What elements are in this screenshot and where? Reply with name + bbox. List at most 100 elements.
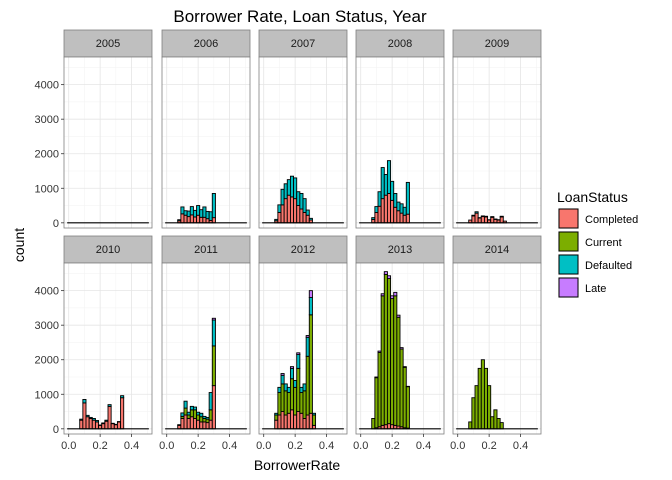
bar-completed <box>280 411 285 430</box>
y-tick-label: 1000 <box>35 389 59 401</box>
facet-2007: 2007 <box>258 29 348 229</box>
x-tick-label: 0.2 <box>92 440 107 452</box>
bar-late <box>396 314 401 318</box>
bar-defaulted <box>396 201 401 212</box>
bar-completed <box>199 216 204 224</box>
bar-completed <box>286 412 291 430</box>
legend-label: Completed <box>585 214 638 226</box>
x-tick-label: 0.4 <box>416 440 431 452</box>
legend-label: Defaulted <box>585 260 632 272</box>
bar-completed <box>480 216 485 224</box>
facet-strip-label: 2008 <box>388 38 412 50</box>
bar-defaulted <box>183 210 188 216</box>
bar-completed <box>474 212 479 224</box>
x-tick-label: 0.4 <box>124 440 139 452</box>
bar-defaulted <box>283 383 288 392</box>
bar-current <box>283 390 288 416</box>
bar-defaulted <box>199 209 204 218</box>
bar-defaulted <box>274 218 279 222</box>
x-tick-label: 0.0 <box>159 440 174 452</box>
bar-defaulted <box>311 412 317 416</box>
bar-completed <box>380 198 385 224</box>
bar-completed <box>113 424 118 430</box>
bar-completed <box>283 414 288 430</box>
bar-completed <box>293 414 298 430</box>
bar-completed <box>79 419 84 430</box>
y-tick-label: 2000 <box>35 355 59 367</box>
bar-late <box>377 350 382 353</box>
bar-defaulted <box>101 422 106 425</box>
panel-border <box>161 56 251 229</box>
bar-current <box>308 314 313 414</box>
facet-strip <box>63 29 153 58</box>
bar-completed <box>82 402 87 430</box>
bar-late <box>399 347 404 350</box>
bar-defaulted <box>399 203 404 214</box>
bar-completed <box>405 213 410 224</box>
x-tick-label: 0.0 <box>256 440 271 452</box>
bar-completed <box>189 416 194 430</box>
bar-completed <box>196 419 201 430</box>
bar-current <box>377 352 382 428</box>
facet-strip <box>161 29 251 58</box>
bar-defaulted <box>208 392 213 411</box>
bar-completed <box>91 419 96 430</box>
bar-late <box>289 366 295 369</box>
bar-completed <box>289 196 295 224</box>
bar-completed <box>196 214 201 224</box>
panel-background <box>64 57 152 228</box>
bar-completed <box>393 206 398 224</box>
panel-border <box>452 262 542 435</box>
bar-completed <box>383 194 388 224</box>
panel-border <box>63 262 153 435</box>
bar-defaulted <box>196 411 201 416</box>
bar-defaulted <box>208 211 213 221</box>
bar-completed <box>208 419 213 430</box>
bar-completed <box>186 418 191 430</box>
bar-completed <box>205 422 210 430</box>
bar-completed <box>490 216 495 224</box>
bar-completed <box>183 414 188 430</box>
bar-defaulted <box>299 193 304 210</box>
bar-current <box>177 424 182 426</box>
facet-strip <box>452 235 542 264</box>
bar-defaulted <box>189 405 194 411</box>
bar-defaulted <box>211 319 216 347</box>
bar-completed <box>386 193 392 224</box>
bar-defaulted <box>405 181 410 215</box>
facet-strip <box>258 29 348 58</box>
y-tick-label: 4000 <box>35 80 59 92</box>
bar-defaulted <box>186 411 191 416</box>
bar-current <box>474 385 479 430</box>
bar-current <box>471 397 476 430</box>
bar-completed <box>274 419 279 430</box>
panel-border <box>63 56 153 229</box>
facet-strip-label: 2010 <box>96 244 120 256</box>
bar-defaulted <box>480 215 485 218</box>
bars <box>165 317 247 430</box>
bar-current <box>274 414 279 421</box>
x-tick-label: 0.2 <box>481 440 496 452</box>
legend-item-late: Late <box>558 277 606 298</box>
bar-current <box>493 409 498 430</box>
bar-defaulted <box>371 217 376 220</box>
bar-completed <box>499 216 504 224</box>
bar-completed <box>192 418 198 430</box>
bar-current <box>393 295 398 426</box>
bar-defaulted <box>88 416 93 419</box>
bar-defaulted <box>107 404 112 407</box>
x-tick-label: 0.4 <box>319 440 334 452</box>
facet-strip <box>355 29 445 58</box>
bar-defaulted <box>192 209 198 218</box>
facet-2009: 2009 <box>452 29 542 229</box>
bar-completed <box>477 217 482 224</box>
facet-strip-label: 2006 <box>194 38 218 50</box>
bar-completed <box>110 423 115 430</box>
bar-completed <box>283 198 288 224</box>
bar-defaulted <box>274 412 279 416</box>
grid-lines <box>356 57 444 228</box>
bar-current <box>371 418 376 430</box>
facet-strip-label: 2009 <box>485 38 509 50</box>
bar-defaulted <box>286 179 291 196</box>
